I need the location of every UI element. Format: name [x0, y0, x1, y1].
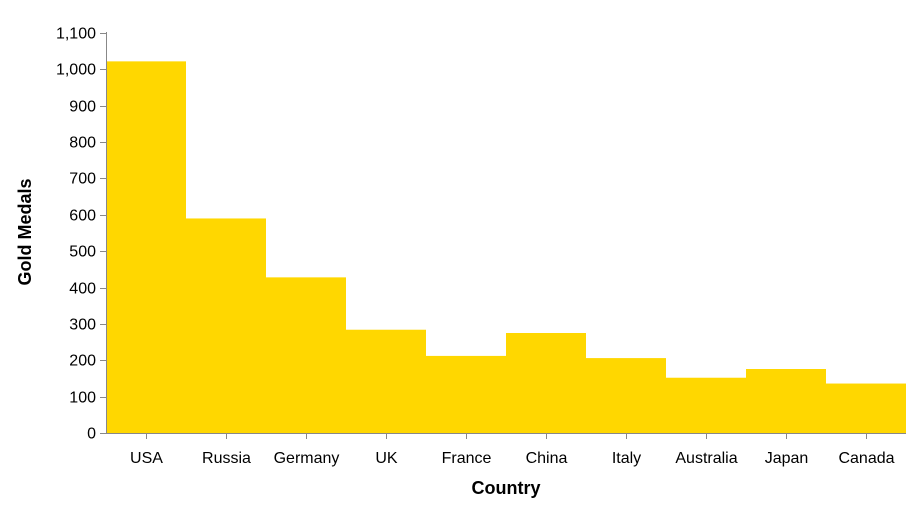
x-axis-title: Country: [472, 478, 541, 498]
bars: [106, 61, 906, 433]
bar-usa: [106, 61, 186, 433]
y-tick-label: 200: [69, 353, 96, 370]
y-tick-label: 300: [69, 317, 96, 334]
x-tick-label-japan: Japan: [765, 450, 809, 467]
bar-uk: [346, 329, 426, 433]
x-tick-label-usa: USA: [130, 450, 163, 467]
y-tick-label: 500: [69, 244, 96, 261]
y-tick-label: 900: [69, 99, 96, 116]
x-tick-label-uk: UK: [375, 450, 398, 467]
bar-france: [426, 355, 506, 433]
x-tick-label-china: China: [526, 450, 568, 467]
y-tick-label: 600: [69, 208, 96, 225]
bar-australia: [666, 377, 746, 433]
y-tick-label: 0: [87, 426, 96, 443]
y-tick-label: 1,000: [56, 62, 96, 79]
x-tick-label-canada: Canada: [838, 450, 894, 467]
bar-italy: [586, 358, 666, 433]
bar-germany: [266, 277, 346, 433]
x-tick-label-france: France: [442, 450, 492, 467]
bar-china: [506, 333, 586, 433]
y-tick-label: 100: [69, 390, 96, 407]
y-tick-label: 400: [69, 281, 96, 298]
x-tick-label-italy: Italy: [612, 450, 641, 467]
y-axis-title: Gold Medals: [15, 178, 35, 285]
bar-russia: [186, 218, 266, 433]
y-axis: 0 100 200 300 400 500 600 700 800 900 1,000 1,100: [56, 26, 107, 443]
bar-japan: [746, 369, 826, 433]
x-tick-label-germany: Germany: [274, 450, 340, 467]
x-axis: USA Russia Germany UK France China Italy Austra…: [106, 433, 906, 467]
bar-canada: [826, 383, 906, 433]
y-tick-label: 700: [69, 171, 96, 188]
x-tick-label-russia: Russia: [202, 450, 251, 467]
y-tick-label: 800: [69, 135, 96, 152]
y-tick-label: 1,100: [56, 26, 96, 43]
x-tick-label-australia: Australia: [675, 450, 737, 467]
